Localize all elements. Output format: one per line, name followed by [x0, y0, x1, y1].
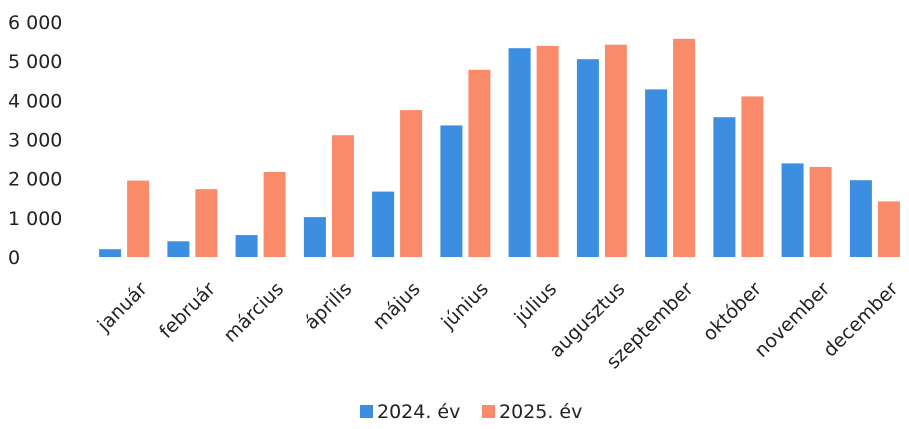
bar-series2-2 [263, 172, 286, 257]
y-tick-label: 6 000 [8, 12, 62, 34]
bar-series2-6 [536, 45, 559, 258]
x-category-label: július [510, 278, 561, 329]
bars [99, 38, 900, 258]
y-tick-label: 4 000 [8, 90, 62, 112]
bar-series1-6 [508, 48, 531, 258]
bar-series1-1 [167, 241, 190, 257]
bar-series1-3 [303, 217, 326, 257]
bar-series2-9 [741, 96, 764, 258]
bar-series2-0 [127, 180, 150, 257]
x-category-label: április [300, 278, 356, 334]
legend-label-2: 2025. év [499, 401, 582, 423]
bar-series2-4 [400, 110, 423, 257]
legend-swatch-2 [482, 405, 495, 418]
bar-series2-1 [195, 189, 218, 257]
bar-series1-4 [372, 191, 395, 257]
y-axis: 0 1 000 2 000 3 000 4 000 5 000 6 000 [8, 12, 62, 269]
bar-series2-5 [468, 69, 491, 257]
bar-series1-9 [713, 117, 736, 257]
bar-series2-7 [604, 44, 627, 258]
bar-series1-0 [99, 249, 122, 257]
legend-label-1: 2024. év [377, 401, 460, 423]
bar-series2-8 [673, 38, 696, 257]
y-tick-label: 2 000 [8, 169, 62, 191]
x-category-label: május [369, 278, 425, 334]
x-category-label: március [219, 278, 288, 347]
bar-series2-3 [331, 135, 354, 257]
y-tick-label: 3 000 [8, 130, 62, 152]
x-category-label: június [437, 278, 493, 334]
x-axis: január február március április május június jú… [93, 278, 903, 373]
bar-series1-8 [645, 89, 668, 258]
x-category-label: január [93, 278, 152, 337]
bar-series1-10 [781, 163, 804, 257]
y-tick-label: 5 000 [8, 51, 62, 73]
legend-swatch-1 [360, 405, 373, 418]
y-tick-label: 0 [8, 247, 20, 269]
bar-series2-11 [877, 201, 900, 257]
x-category-label: október [699, 278, 766, 345]
legend: 2024. év 2025. év [360, 401, 582, 423]
bar-series2-10 [809, 166, 832, 257]
x-category-label: február [155, 278, 220, 343]
bar-series1-2 [235, 235, 258, 257]
x-category-label: december [819, 278, 903, 362]
bar-series1-5 [440, 125, 463, 258]
bar-series1-7 [576, 59, 599, 258]
bar-series1-11 [849, 180, 872, 257]
y-tick-label: 1 000 [8, 208, 62, 230]
